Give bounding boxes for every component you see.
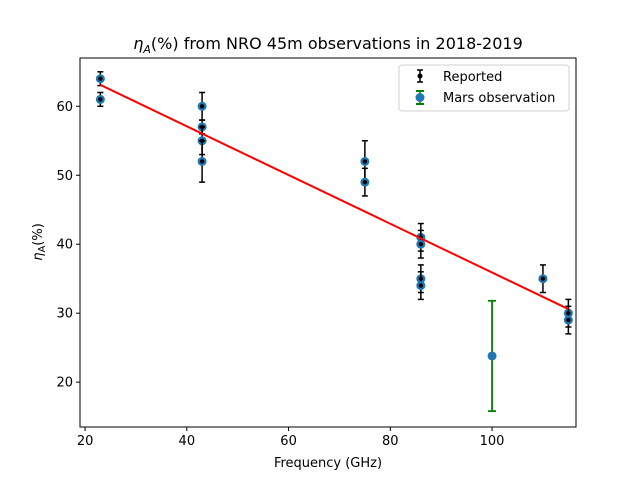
legend-label-reported: Reported [443, 70, 502, 85]
reported-point-center [199, 159, 205, 164]
legend-marker-reported [417, 69, 423, 83]
mars-point-marker [487, 351, 497, 361]
y-tick-label: 60 [56, 100, 73, 115]
x-tick-label: 80 [382, 434, 399, 449]
plot-area [95, 71, 573, 413]
y-axis-label: ηA(%) [31, 223, 48, 261]
reported-point-center [199, 104, 205, 109]
legend-box [398, 64, 570, 112]
axes: 20 40 60 80 100 20 30 40 50 60 [56, 100, 504, 449]
y-tick-label: 40 [56, 238, 73, 253]
plot-frame [79, 57, 577, 428]
y-tick-label: 30 [56, 307, 73, 322]
legend: Reported Mars observation [398, 64, 570, 112]
y-tick-label: 50 [56, 169, 73, 184]
reported-point-center [418, 242, 424, 247]
fit-line [99, 83, 569, 310]
reported-point-center [98, 76, 103, 81]
legend-label-mars: Mars observation [443, 91, 555, 106]
reported-point-center [540, 276, 546, 281]
reported-point-center [98, 97, 103, 102]
x-tick-label: 100 [480, 434, 505, 449]
legend-marker-mars [415, 90, 425, 105]
reported-point-center [362, 179, 368, 185]
x-tick-label: 60 [280, 434, 297, 449]
reported-point-center [566, 317, 571, 323]
chart-title: ηA(%) from NRO 45m observations in 2018-… [133, 34, 523, 56]
y-tick-label: 20 [56, 376, 73, 391]
reported-point-center [418, 283, 424, 288]
x-tick-label: 20 [77, 434, 94, 449]
x-tick-label: 40 [179, 434, 196, 449]
x-axis-label: Frequency (GHz) [274, 456, 382, 471]
reported-point-center [362, 159, 368, 164]
